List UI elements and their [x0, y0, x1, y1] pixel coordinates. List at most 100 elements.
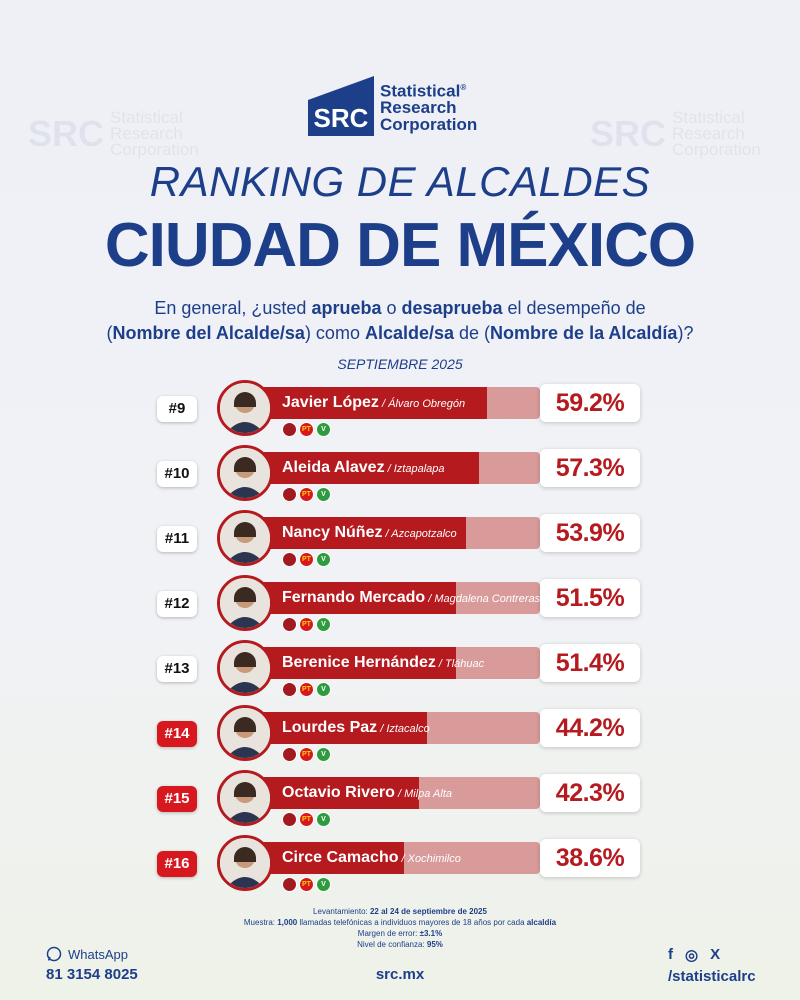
person-icon: [220, 838, 270, 888]
person-icon: [220, 578, 270, 628]
percent-box: 44.2%: [540, 709, 640, 747]
party-logo-icon: V: [316, 552, 331, 567]
bar-track: [250, 777, 540, 809]
person-icon: [220, 513, 270, 563]
percent-label: 59.2%: [555, 389, 625, 417]
ranking-row: #10 Aleida Alavez / Iztapalapa 57.3% PT V: [0, 445, 800, 505]
fieldwork-note: Levantamiento: 22 al 24 de septiembre de…: [0, 906, 800, 917]
mayor-photo: [217, 575, 273, 631]
approval-bar: [250, 517, 466, 549]
party-logo-icon: V: [316, 422, 331, 437]
mayor-label: Circe Camacho / Xochimilco: [282, 849, 461, 866]
ranking-row: #9 Javier López / Álvaro Obregón 59.2% PT V: [0, 380, 800, 440]
party-logo-icon: PT: [299, 617, 314, 632]
question-text: o: [381, 298, 402, 318]
question-bold: Alcalde/sa: [364, 323, 455, 343]
person-icon: [220, 773, 270, 823]
approval-bar: [250, 647, 456, 679]
party-logo-icon: [282, 682, 297, 697]
note-label: Levantamiento:: [313, 907, 368, 916]
rank-badge: #10: [157, 461, 197, 487]
mayor-label: Nancy Núñez / Azcapotzalco: [282, 524, 457, 541]
percent-box: 51.5%: [540, 579, 640, 617]
mayor-name: Circe Camacho: [282, 849, 399, 866]
mayor-photo: [217, 705, 273, 761]
mayor-label: Fernando Mercado / Magdalena Contreras: [282, 589, 541, 606]
bar-track: [250, 452, 540, 484]
borough-name: Xochimilco: [407, 853, 461, 865]
question-text: ) como: [304, 323, 365, 343]
party-logo-icon: PT: [299, 877, 314, 892]
borough-name: Tláhuac: [445, 658, 485, 670]
survey-question: En general, ¿usted aprueba o desaprueba …: [90, 296, 710, 346]
percent-label: 57.3%: [555, 454, 625, 482]
party-logo-icon: PT: [299, 747, 314, 762]
rank-badge: #13: [157, 656, 197, 682]
borough-name: Azcapotzalco: [391, 528, 457, 540]
approval-bar: [250, 712, 427, 744]
note-label: Muestra:: [243, 918, 278, 927]
approval-bar: [250, 452, 480, 484]
contact-block: WhatsApp 81 3154 8025: [46, 946, 138, 984]
party-logo-icon: [282, 812, 297, 827]
percent-label: 53.9%: [555, 519, 625, 547]
question-bold: Nombre del Alcalde/sa: [112, 323, 305, 343]
mayor-name: Octavio Rivero: [282, 784, 395, 801]
note-value: ±3.1%: [419, 929, 443, 938]
watermark-line: Statistical: [672, 108, 745, 127]
logo-mark: SRC: [308, 76, 374, 136]
party-logo-icon: V: [316, 487, 331, 502]
mayor-label: Octavio Rivero / Milpa Alta: [282, 784, 452, 801]
whatsapp-label: WhatsApp: [68, 946, 128, 962]
percent-box: 38.6%: [540, 839, 640, 877]
margin-note: Margen de error: ±3.1%: [0, 928, 800, 939]
mayor-name: Aleida Alavez: [282, 459, 385, 476]
instagram-icon[interactable]: ◎: [685, 947, 699, 964]
bar-track: [250, 842, 540, 874]
title-top: RANKING DE ALCALDES: [149, 158, 651, 205]
x-icon[interactable]: X: [710, 946, 721, 963]
mayor-photo: [217, 380, 273, 436]
party-logo-icon: V: [316, 747, 331, 762]
borough-name: Iztacalco: [386, 723, 430, 735]
rank-badge: #15: [157, 786, 197, 812]
percent-label: 51.5%: [555, 584, 625, 612]
note-value: 22 al 24 de septiembre de 2025: [367, 907, 487, 916]
brand-name-line: Corporation: [380, 115, 478, 135]
party-logo-icon: PT: [299, 552, 314, 567]
percent-label: 44.2%: [555, 714, 625, 742]
approval-bar: [250, 387, 487, 419]
approval-bar: [250, 777, 420, 809]
person-icon: [220, 643, 270, 693]
person-icon: [220, 448, 270, 498]
watermark-line: Statistical: [110, 108, 183, 127]
party-logo-icon: [282, 617, 297, 632]
party-logo-icon: [282, 552, 297, 567]
mayor-label: Lourdes Paz / Iztacalco: [282, 719, 430, 736]
watermark-logo: SRC: [590, 113, 667, 154]
ranking-row: #14 Lourdes Paz / Iztacalco 44.2% PT V: [0, 705, 800, 765]
whatsapp-icon[interactable]: [46, 946, 62, 962]
facebook-icon[interactable]: f: [668, 946, 673, 963]
ranking-row: #15 Octavio Rivero / Milpa Alta 42.3% PT V: [0, 770, 800, 830]
person-icon: [220, 383, 270, 433]
percent-box: 57.3%: [540, 449, 640, 487]
survey-month: SEPTIEMBRE 2025: [337, 356, 463, 372]
watermark-line: Research: [110, 124, 183, 143]
social-handle[interactable]: /statisticalrc: [668, 968, 756, 985]
mayor-photo: [217, 770, 273, 826]
rank-badge: #16: [157, 851, 197, 877]
party-logo-icon: [282, 422, 297, 437]
borough-name: Magdalena Contreras: [434, 593, 541, 605]
rank-badge: #12: [157, 591, 197, 617]
percent-box: 51.4%: [540, 644, 640, 682]
question-bold: desaprueba: [401, 298, 503, 318]
social-block: f ◎ X /statisticalrc: [668, 946, 756, 985]
question-bold: aprueba: [311, 298, 382, 318]
mayor-photo: [217, 640, 273, 696]
ranking-row: #11 Nancy Núñez / Azcapotzalco 53.9% PT V: [0, 510, 800, 570]
borough-name: Álvaro Obregón: [388, 398, 466, 410]
website-link[interactable]: src.mx: [375, 966, 425, 983]
phone-number[interactable]: 81 3154 8025: [46, 966, 138, 983]
brand-logo: SRC Statistical® Research Corporation: [308, 76, 477, 136]
